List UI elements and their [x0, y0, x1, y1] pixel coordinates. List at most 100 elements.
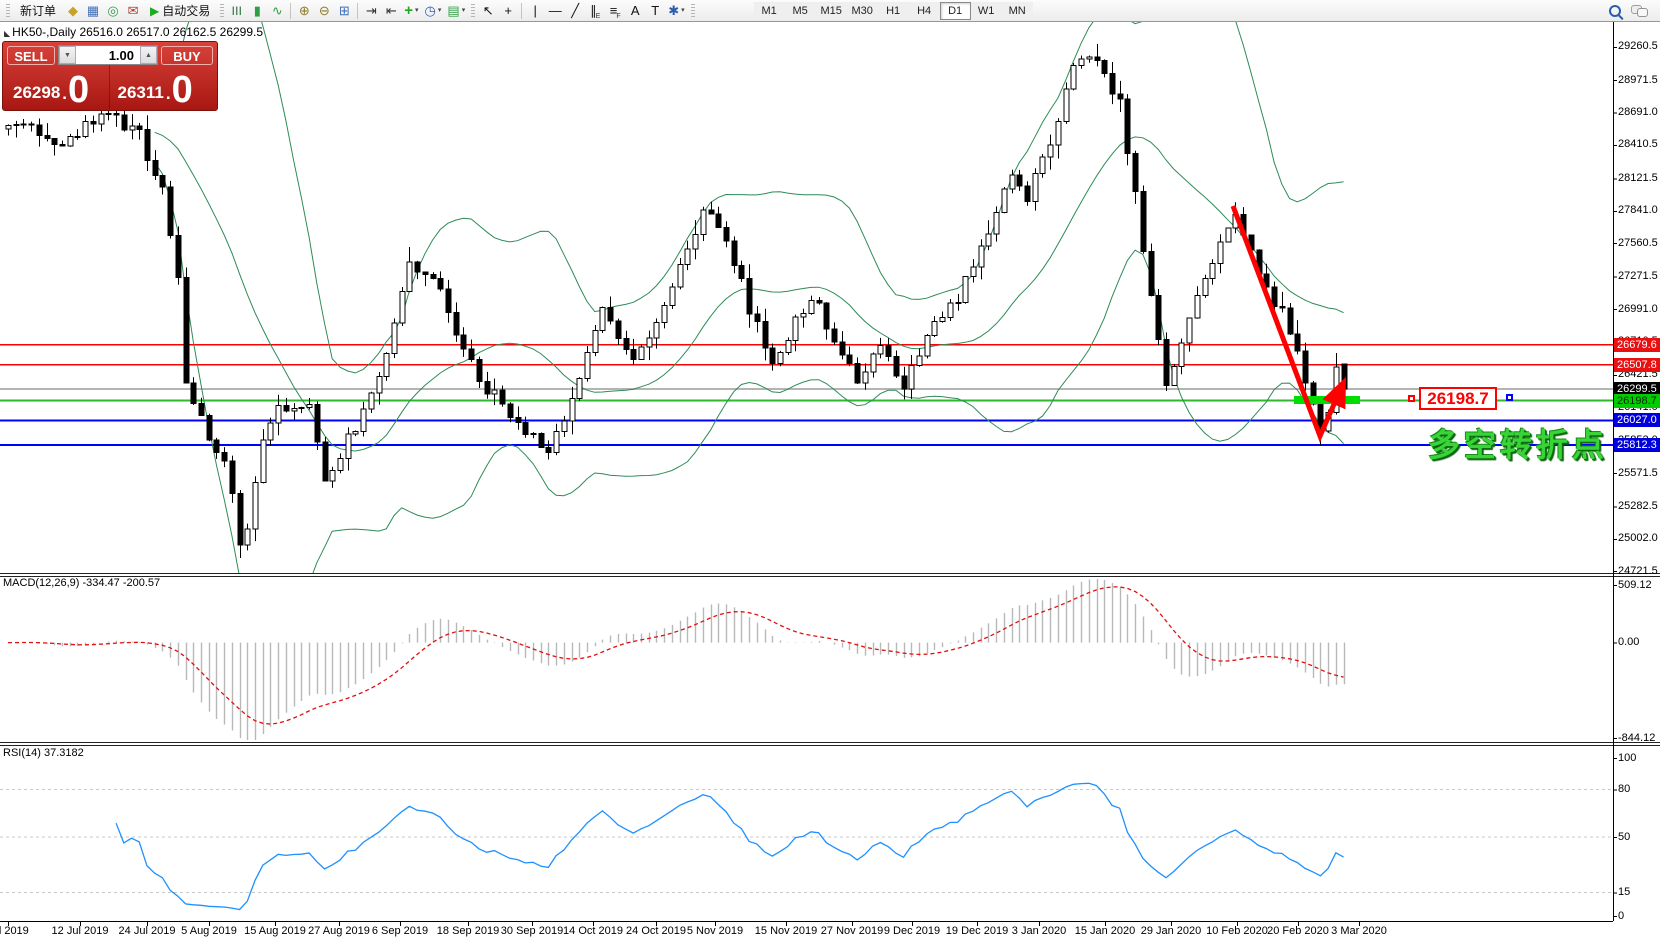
text-icon[interactable]: A	[625, 1, 645, 21]
date-axis-label: 5 Aug 2019	[181, 925, 237, 937]
object-handle[interactable]	[1408, 395, 1415, 402]
autotrading-button-glyph: ▶	[150, 3, 160, 18]
toolbar-separator	[290, 2, 292, 19]
timeframe-m15[interactable]: M15	[815, 1, 847, 20]
timeframe-m5[interactable]: M5	[784, 1, 816, 20]
main-chart-area[interactable]	[0, 22, 1613, 573]
rsi-axis-label: 80	[1618, 783, 1631, 796]
equidistant-channel-icon[interactable]: ∥ E	[585, 1, 605, 21]
buy-price[interactable]: 26311. 0	[108, 65, 214, 109]
bar-chart-icon[interactable]: |||	[227, 1, 247, 21]
volume-up-button[interactable]: ▲	[140, 46, 157, 64]
templates-icon-glyph: ▤	[447, 3, 460, 18]
chat-icon[interactable]	[1631, 4, 1649, 17]
toolbar-grip[interactable]	[220, 3, 225, 18]
mailbox-icon[interactable]: ✉	[123, 1, 143, 21]
sell-button[interactable]: SELL	[7, 45, 55, 65]
indicators-icon-dropdown[interactable]: ▾	[415, 7, 419, 14]
object-handle[interactable]	[1506, 394, 1513, 401]
rsi-indicator-label: RSI(14) 37.3182	[3, 747, 84, 759]
metaquotes-icon[interactable]: ◆	[63, 1, 83, 21]
auto-scroll-icon-glyph: ⇥	[365, 3, 377, 18]
price-axis-label: 26991.0	[1618, 302, 1658, 315]
date-axis-label: 3 Mar 2020	[1331, 925, 1387, 937]
search-icon[interactable]	[1609, 4, 1621, 17]
macd-panel-area[interactable]	[0, 577, 1613, 742]
date-axis-label: 30 Sep 2019	[500, 925, 564, 937]
line-chart-icon[interactable]: ∿	[267, 1, 287, 21]
volume-down-button[interactable]: ▼	[59, 46, 76, 64]
timeframe-h4[interactable]: H4	[908, 1, 940, 20]
price-axis-label: 25002.0	[1618, 532, 1658, 545]
fibonacci-icon[interactable]: ≡ F	[605, 1, 625, 21]
buy-button[interactable]: BUY	[161, 45, 213, 65]
date-axis-label: 24 Oct 2019	[626, 925, 686, 937]
price-axis-label: 25571.5	[1618, 466, 1658, 479]
templates-icon-dropdown[interactable]: ▾	[461, 7, 466, 14]
price-axis-label: 27271.5	[1618, 270, 1658, 283]
arrows-icon-dropdown[interactable]: ▾	[681, 7, 685, 14]
mailbox-icon-glyph: ✉	[127, 3, 139, 18]
date-axis-label: 15 Jan 2020	[1074, 925, 1136, 937]
periods-icon[interactable]: ◷ ▾	[422, 1, 445, 21]
signals-icon[interactable]: ◎	[103, 1, 123, 21]
line-chart-icon-glyph: ∿	[271, 3, 283, 18]
volume-value[interactable]: 1.00	[108, 47, 134, 63]
timeframe-m30[interactable]: M30	[846, 1, 878, 20]
timeframe-mn[interactable]: MN	[1001, 1, 1033, 20]
market-watch-icon[interactable]: ▦	[83, 1, 103, 21]
new-order-button[interactable]: 新订单	[13, 1, 63, 21]
rsi-panel-area[interactable]	[0, 746, 1613, 921]
price-axis-label: 28691.0	[1618, 106, 1658, 119]
periods-icon-glyph: ◷	[424, 3, 436, 18]
volume-field[interactable]: ▼ 1.00 ▲	[58, 45, 158, 65]
tile-windows-icon[interactable]: ⊞	[334, 1, 354, 21]
label-icon[interactable]: T	[645, 1, 665, 21]
auto-scroll-icon[interactable]: ⇥	[361, 1, 381, 21]
timeframe-m1[interactable]: M1	[753, 1, 785, 20]
candlestick-chart-icon[interactable]: ▮	[247, 1, 267, 21]
main-toolbar: 新订单 ◆ ▦ ◎ ✉ ▶ 自动交易 ||| ▮ ∿ ⊕ ⊖ ⊞ ⇥ ⇤ + ▾ ◷ ▾ ▤ ▾ ↖ + | — ╱ ∥ E ≡ F A T ✱…	[0, 0, 1660, 22]
date-axis-label: 27 Aug 2019	[308, 925, 370, 937]
autotrading-button[interactable]: ▶ 自动交易	[143, 1, 217, 21]
vertical-line-icon[interactable]: |	[525, 1, 545, 21]
zoom-in-icon-glyph: ⊕	[298, 3, 310, 18]
arrows-icon[interactable]: ✱ ▾	[665, 1, 687, 21]
periods-icon-dropdown[interactable]: ▾	[437, 7, 442, 14]
zoom-in-icon[interactable]: ⊕	[294, 1, 314, 21]
rsi-axis-label: 50	[1618, 830, 1631, 843]
signals-icon-glyph: ◎	[107, 3, 119, 18]
price-callout-label[interactable]: 26198.7	[1419, 387, 1497, 410]
time-axis[interactable]	[0, 921, 1613, 940]
price-axis-label: 25282.5	[1618, 499, 1658, 512]
toolbar-separator	[521, 2, 523, 19]
templates-icon[interactable]: ▤ ▾	[444, 1, 468, 21]
tile-windows-icon-glyph: ⊞	[338, 3, 350, 18]
object-handle[interactable]	[1506, 442, 1513, 449]
date-axis-label: 6 Sep 2019	[371, 925, 429, 937]
price-axis-label: 29260.5	[1618, 40, 1658, 53]
toolbar-grip[interactable]	[6, 3, 10, 18]
cursor-icon[interactable]: ↖	[478, 1, 498, 21]
sell-price[interactable]: 26298. 0	[13, 69, 90, 111]
toolbar-grip[interactable]	[471, 3, 476, 18]
bar-chart-icon-glyph: |||	[231, 5, 243, 15]
trendline-icon[interactable]: ╱	[565, 1, 585, 21]
horizontal-line-icon[interactable]: —	[545, 1, 565, 21]
zoom-out-icon[interactable]: ⊖	[314, 1, 334, 21]
chart-shift-icon[interactable]: ⇤	[381, 1, 401, 21]
timeframe-w1[interactable]: W1	[970, 1, 1002, 20]
price-axis[interactable]	[1613, 22, 1660, 921]
timeframe-h1[interactable]: H1	[877, 1, 909, 20]
price-axis-label: 28410.5	[1618, 138, 1658, 151]
crosshair-icon-glyph: +	[504, 3, 513, 18]
chart-shift-icon-glyph: ⇤	[385, 3, 397, 18]
indicators-icon[interactable]: + ▾	[401, 1, 421, 21]
turning-point-annotation[interactable]: 多空转折点	[1428, 427, 1609, 463]
timeframe-d1[interactable]: D1	[939, 1, 971, 20]
equidistant-channel-icon-glyph: ∥	[590, 3, 597, 18]
price-axis-label: 27841.0	[1618, 204, 1658, 217]
toolbar-grip[interactable]	[690, 3, 695, 18]
crosshair-icon[interactable]: +	[498, 1, 518, 21]
